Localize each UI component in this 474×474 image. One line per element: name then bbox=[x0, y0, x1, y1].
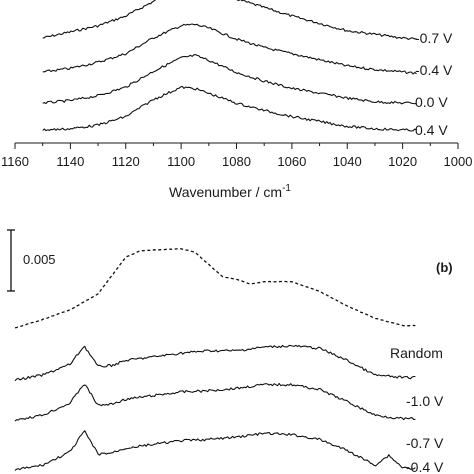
panel-b-series-label-0-4-v: -0.4 V bbox=[406, 459, 444, 474]
panel-b-series-label-random: Random bbox=[390, 345, 443, 361]
panel-b-series-label-1-0-v: -1.0 V bbox=[406, 393, 444, 409]
scale-bar bbox=[7, 229, 15, 292]
panel-b-series-label-0-7-v: -0.7 V bbox=[406, 435, 444, 451]
panel-b-series-labels: Random -1.0 V -0.7 V -0.4 V bbox=[390, 345, 444, 474]
x-tick-label-1020: 1020 bbox=[388, 154, 417, 169]
x-axis-label-text: Wavenumber / cm bbox=[169, 184, 282, 200]
panel-a: -0.7 V-0.4 V0.0 V0.4 V 1160 1140 1120 1100 1… bbox=[1, 0, 472, 200]
x-tick-label-1000: 1000 bbox=[444, 154, 473, 169]
panel-b-trace-0-4-v bbox=[14, 430, 416, 471]
x-tick-label-1120: 1120 bbox=[112, 154, 140, 169]
x-tick-label-1040: 1040 bbox=[333, 154, 362, 169]
x-tick-label-1060: 1060 bbox=[277, 154, 306, 169]
x-tick-label-1080: 1080 bbox=[222, 154, 251, 169]
panel-a-series-label-0-0-v: 0.0 V bbox=[415, 94, 448, 110]
panel-a-trace-0-4-v bbox=[42, 23, 417, 75]
panel-b-trace-1-0-v bbox=[14, 344, 416, 382]
panel-b-label: (b) bbox=[436, 260, 453, 275]
scale-bar-label: 0.005 bbox=[23, 252, 56, 267]
x-axis-label: Wavenumber / cm-1 bbox=[169, 183, 291, 200]
x-tick-label-1140: 1140 bbox=[56, 154, 84, 169]
panel-a-series-label-0-4-v: 0.4 V bbox=[415, 122, 448, 138]
panel-a-traces bbox=[42, 0, 417, 132]
panel-b-traces bbox=[14, 248, 416, 471]
panel-a-trace-0-7-v bbox=[42, 0, 417, 40]
panel-b: (b) 0.005 Random -1.0 V -0.7 V -0.4 V bbox=[7, 229, 453, 474]
panel-b-trace-random bbox=[14, 248, 416, 329]
panel-a-trace-0-4-v bbox=[42, 85, 417, 132]
panel-a-trace-0-0-v bbox=[42, 54, 417, 105]
x-tick-label-1160: 1160 bbox=[1, 154, 29, 169]
panel-a-series-label-0-7-v: -0.7 V bbox=[415, 30, 453, 46]
panel-b-trace-0-7-v bbox=[14, 382, 416, 422]
x-tick-label-1100: 1100 bbox=[167, 154, 195, 169]
panel-a-series-labels: -0.7 V -0.4 V 0.0 V 0.4 V bbox=[415, 30, 453, 138]
x-axis-ticks: 1160 1140 1120 1100 1080 1060 1040 1020 1000 bbox=[1, 143, 472, 169]
panel-a-series-label-0-4-v: -0.4 V bbox=[415, 62, 453, 78]
x-axis-label-superscript: -1 bbox=[282, 183, 291, 194]
